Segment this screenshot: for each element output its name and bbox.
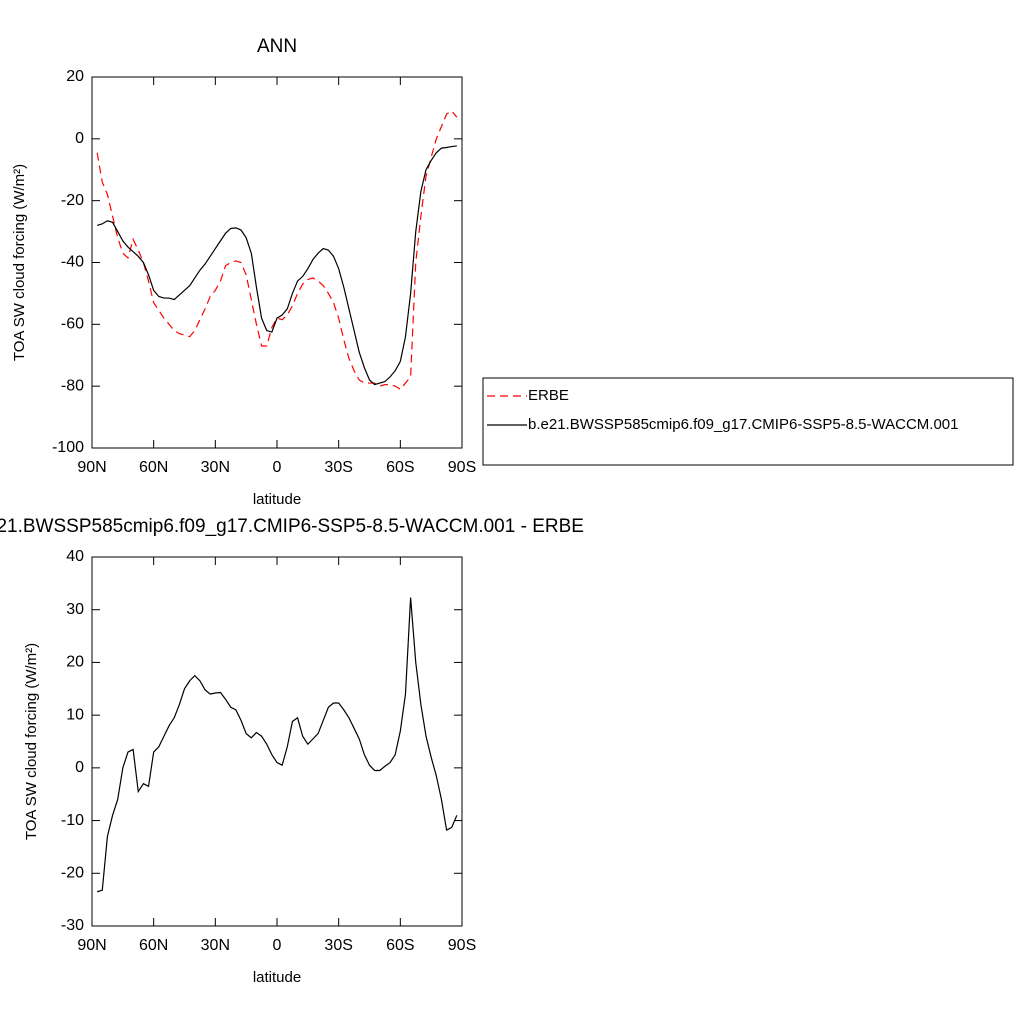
x-tick-label: 30S bbox=[324, 937, 352, 954]
y-tick-label: -10 bbox=[61, 812, 84, 829]
x-tick-label: 0 bbox=[273, 937, 282, 954]
x-tick-label: 0 bbox=[273, 459, 282, 476]
x-tick-label: 60S bbox=[386, 937, 414, 954]
x-tick-label: 90N bbox=[77, 459, 106, 476]
data-line bbox=[96, 145, 457, 386]
y-tick-label: 10 bbox=[66, 706, 84, 723]
chart-title: ANN bbox=[257, 36, 297, 57]
y-tick-label: -100 bbox=[52, 439, 84, 456]
y-tick-label: 0 bbox=[75, 759, 84, 776]
x-tick-label: 60N bbox=[139, 937, 168, 954]
x-tick-label: 90N bbox=[77, 937, 106, 954]
y-tick-label: -40 bbox=[61, 254, 84, 271]
y-tick-label: 30 bbox=[66, 601, 84, 618]
x-tick-label: 90S bbox=[448, 937, 476, 954]
y-axis-label: TOA SW cloud forcing (W/m²) bbox=[23, 643, 40, 840]
legend-label: ERBE bbox=[528, 387, 569, 404]
x-tick-label: 60S bbox=[386, 459, 414, 476]
x-tick-label: 30N bbox=[201, 937, 230, 954]
chart-title: b.e21.BWSSP585cmip6.f09_g17.CMIP6-SSP5-8… bbox=[0, 516, 584, 537]
legend-label: b.e21.BWSSP585cmip6.f09_g17.CMIP6-SSP5-8… bbox=[528, 416, 958, 433]
y-tick-label: -20 bbox=[61, 192, 84, 209]
x-tick-label: 90S bbox=[448, 459, 476, 476]
plot-frame bbox=[91, 76, 463, 449]
x-axis-label: latitude bbox=[253, 969, 301, 986]
y-axis-label: TOA SW cloud forcing (W/m²) bbox=[11, 164, 28, 361]
x-tick-label: 60N bbox=[139, 459, 168, 476]
legend-box bbox=[482, 377, 1014, 466]
y-tick-label: 0 bbox=[75, 130, 84, 147]
y-tick-label: 20 bbox=[66, 68, 84, 85]
y-tick-label: -30 bbox=[61, 917, 84, 934]
data-line bbox=[96, 597, 458, 893]
x-axis-label: latitude bbox=[253, 491, 301, 508]
plot-frame bbox=[91, 556, 463, 927]
y-tick-label: -80 bbox=[61, 377, 84, 394]
data-line bbox=[96, 110, 458, 391]
y-tick-label: -20 bbox=[61, 865, 84, 882]
x-tick-label: 30S bbox=[324, 459, 352, 476]
y-tick-label: -60 bbox=[61, 316, 84, 333]
y-tick-label: 40 bbox=[66, 548, 84, 565]
x-tick-label: 30N bbox=[201, 459, 230, 476]
y-tick-label: 20 bbox=[66, 654, 84, 671]
